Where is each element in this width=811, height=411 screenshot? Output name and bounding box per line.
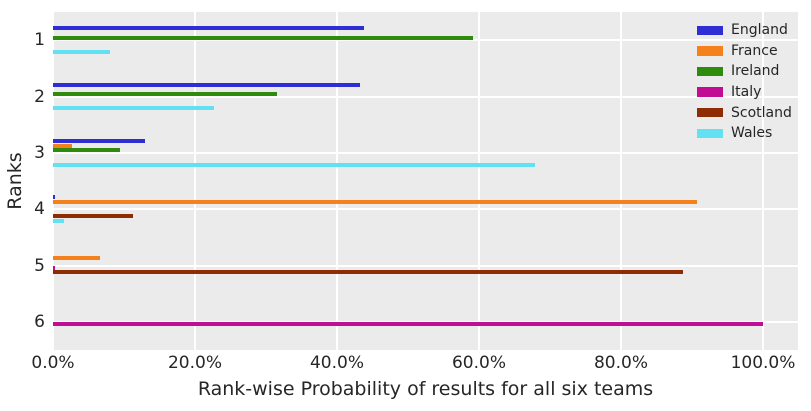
- legend-entry-ireland: Ireland: [697, 61, 792, 82]
- x-gridline: [478, 12, 480, 350]
- bar-wales-rank-4: [53, 218, 64, 223]
- bar-group-rank-1: [53, 26, 798, 54]
- legend-swatch-france: [697, 46, 723, 56]
- x-tick-label: 40.0%: [309, 353, 364, 373]
- plot-area: [52, 12, 798, 350]
- y-tick-label-5: 5: [34, 255, 45, 276]
- legend-label: France: [731, 42, 778, 59]
- y-tick-label-2: 2: [34, 86, 45, 107]
- bar-ireland-rank-3: [53, 148, 120, 153]
- bar-group-rank-6: [53, 308, 798, 336]
- bar-italy-rank-6: [53, 322, 763, 327]
- x-tick-label: 100.0%: [730, 353, 796, 373]
- y-gridline: [53, 95, 798, 98]
- y-tick-label-6: 6: [34, 311, 45, 332]
- bar-england-rank-1: [53, 26, 364, 31]
- legend-swatch-england: [697, 25, 723, 36]
- x-gridline: [620, 12, 622, 350]
- bar-group-rank-3: [53, 139, 798, 167]
- legend-label: Italy: [731, 84, 762, 101]
- legend-entry-england: England: [697, 20, 792, 41]
- legend: England France Ireland Italy Scotland Wales: [697, 20, 792, 144]
- legend-entry-france: France: [697, 41, 792, 62]
- bar-wales-rank-3: [53, 162, 536, 167]
- y-tick-label-4: 4: [34, 199, 45, 220]
- x-gridline: [194, 12, 196, 350]
- legend-entry-scotland: Scotland: [697, 102, 792, 123]
- x-tick-label: 60.0%: [451, 353, 506, 373]
- y-gridline: [53, 39, 798, 42]
- y-gridline: [53, 320, 798, 323]
- bar-england-rank-3: [53, 139, 146, 144]
- bar-ireland-rank-2: [53, 92, 277, 97]
- legend-entry-wales: Wales: [697, 123, 792, 144]
- bar-group-rank-2: [53, 82, 798, 111]
- bar-england-rank-4: [53, 195, 56, 200]
- bar-italy-rank-5: [53, 265, 56, 270]
- legend-swatch-ireland: [697, 66, 723, 77]
- bar-ireland-rank-1: [53, 35, 474, 40]
- y-tick-label-1: 1: [34, 30, 45, 51]
- legend-swatch-scotland: [697, 107, 723, 118]
- x-tick-label: 20.0%: [167, 353, 222, 373]
- bar-scotland-rank-5: [53, 270, 683, 275]
- x-gridline: [762, 12, 764, 350]
- legend-swatch-italy: [697, 87, 723, 97]
- legend-swatch-wales: [697, 128, 723, 139]
- bar-england-rank-2: [53, 82, 360, 87]
- legend-label: Scotland: [731, 104, 792, 121]
- bar-france-rank-4: [53, 200, 697, 205]
- bar-france-rank-5: [53, 256, 100, 261]
- bar-group-rank-5: [53, 251, 798, 279]
- bar-scotland-rank-4: [53, 214, 134, 219]
- y-gridline: [53, 208, 798, 211]
- legend-entry-italy: Italy: [697, 82, 792, 103]
- legend-label: Wales: [731, 125, 773, 142]
- y-tick-label-3: 3: [34, 142, 45, 163]
- x-tick-label: 80.0%: [593, 353, 648, 373]
- y-gridline: [53, 264, 798, 267]
- y-gridline: [53, 151, 798, 154]
- bar-wales-rank-2: [53, 106, 215, 111]
- bar-group-rank-4: [53, 195, 798, 223]
- x-tick-label: 0.0%: [31, 353, 75, 373]
- x-gridline: [52, 12, 54, 350]
- legend-label: England: [731, 22, 788, 39]
- x-axis-label: Rank-wise Probability of results for all…: [197, 378, 654, 400]
- bar-france-rank-3: [53, 143, 73, 148]
- x-gridline: [336, 12, 338, 350]
- bar-wales-rank-1: [53, 49, 110, 54]
- legend-label: Ireland: [731, 63, 780, 80]
